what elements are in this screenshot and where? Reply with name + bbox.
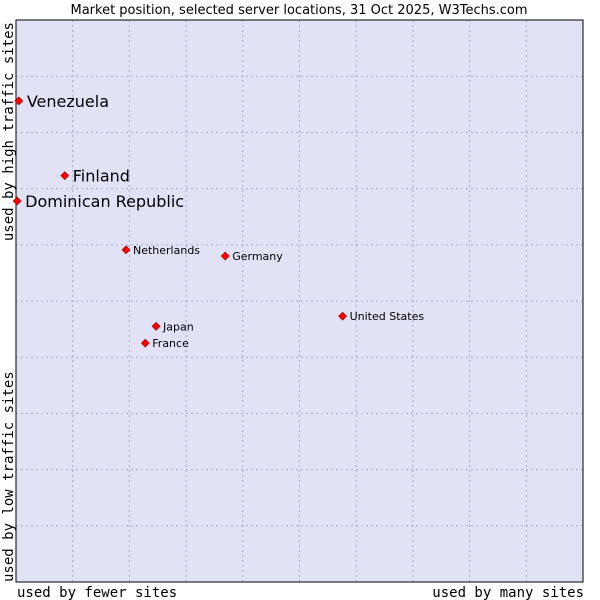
point-label-dominican-republic: Dominican Republic (25, 192, 184, 211)
point-label-united-states: United States (350, 310, 425, 323)
point-label-venezuela: Venezuela (27, 92, 109, 111)
plot-border (15, 19, 584, 583)
x-axis-label-left: used by fewer sites (17, 585, 177, 600)
point-marker-germany (220, 251, 230, 261)
grid-lines (16, 20, 583, 582)
point-label-france: France (152, 337, 189, 350)
data-points: Venezuela Finland Dominican Republic Nether… (12, 92, 425, 350)
point-marker-france (140, 338, 150, 348)
y-axis-label-top: used by high traffic sites (1, 22, 17, 241)
point-label-germany: Germany (232, 250, 283, 263)
point-label-netherlands: Netherlands (133, 244, 200, 257)
chart-title: Market position, selected server locatio… (70, 3, 527, 18)
point-label-finland: Finland (73, 167, 130, 186)
point-marker-dominican-republic (12, 196, 22, 206)
point-marker-venezuela (14, 96, 24, 106)
point-marker-united-states (338, 311, 348, 321)
x-axis-label-right: used by many sites (432, 585, 584, 600)
point-marker-finland (60, 171, 70, 181)
point-marker-japan (151, 321, 161, 331)
y-axis-label-bottom: used by low traffic sites (1, 371, 17, 582)
point-marker-netherlands (121, 245, 131, 255)
point-label-japan: Japan (162, 320, 194, 333)
